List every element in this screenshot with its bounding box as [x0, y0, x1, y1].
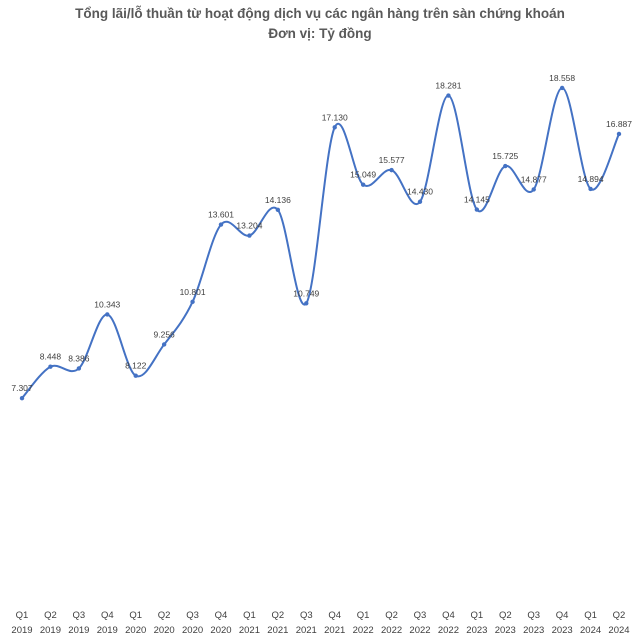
tick-label-quarter-3: Q3 — [73, 610, 86, 621]
tick-label-quarter-21: Q1 — [584, 610, 597, 621]
data-point-2 — [48, 364, 53, 369]
tick-label-year-19: 2023 — [523, 625, 544, 636]
data-point-19 — [531, 187, 536, 192]
data-label-14: 15.577 — [379, 155, 405, 165]
tick-label-quarter-6: Q2 — [158, 610, 171, 621]
tick-label-quarter-8: Q4 — [215, 610, 228, 621]
tick-label-year-11: 2021 — [296, 625, 317, 636]
data-point-1 — [19, 396, 25, 401]
tick-label-year-13: 2022 — [353, 625, 374, 636]
data-label-9: 13.204 — [236, 221, 262, 231]
data-label-15: 14.430 — [407, 187, 433, 197]
data-point-6 — [161, 342, 167, 347]
tick-label-year-5: 2020 — [125, 625, 146, 636]
data-label-20: 18.558 — [549, 73, 575, 83]
data-label-7: 10.801 — [180, 287, 206, 297]
tick-label-quarter-20: Q4 — [556, 610, 569, 621]
data-point-8 — [218, 222, 224, 227]
data-point-7 — [190, 299, 195, 305]
data-label-1: 7.307 — [11, 383, 33, 393]
tick-label-quarter-17: Q1 — [471, 610, 484, 621]
tick-label-year-10: 2021 — [267, 625, 288, 636]
data-label-4: 10.343 — [94, 299, 120, 309]
tick-label-quarter-9: Q1 — [243, 610, 256, 621]
data-label-12: 17.130 — [322, 112, 348, 122]
tick-label-quarter-10: Q2 — [272, 610, 285, 621]
data-point-5 — [133, 373, 138, 378]
tick-label-quarter-7: Q3 — [186, 610, 199, 621]
tick-label-quarter-11: Q3 — [300, 610, 313, 621]
data-point-21 — [588, 186, 593, 192]
tick-label-year-6: 2020 — [154, 625, 175, 636]
tick-label-quarter-1: Q1 — [16, 610, 29, 621]
data-point-3 — [76, 366, 82, 371]
series-line — [21, 86, 620, 399]
tick-label-quarter-19: Q3 — [527, 610, 540, 621]
data-label-11: 10.749 — [293, 288, 319, 298]
data-point-13 — [360, 182, 366, 187]
tick-label-year-8: 2020 — [210, 625, 231, 636]
data-label-13: 15.049 — [350, 170, 376, 180]
tick-label-year-20: 2023 — [552, 625, 573, 636]
tick-label-year-16: 2022 — [438, 625, 459, 636]
data-point-11 — [304, 301, 309, 306]
tick-label-quarter-4: Q4 — [101, 610, 114, 621]
data-label-18: 15.725 — [492, 151, 518, 161]
tick-label-year-3: 2019 — [68, 625, 89, 636]
tick-label-year-21: 2024 — [580, 625, 601, 636]
tick-label-year-12: 2021 — [324, 625, 345, 636]
tick-label-year-22: 2024 — [608, 625, 629, 636]
data-label-21: 14.894 — [578, 174, 604, 184]
data-label-10: 14.136 — [265, 195, 291, 205]
data-point-18 — [503, 163, 508, 169]
data-label-3: 8.386 — [68, 353, 90, 363]
tick-label-year-1: 2019 — [11, 625, 32, 636]
tick-label-quarter-13: Q1 — [357, 610, 370, 621]
tick-label-year-15: 2022 — [409, 625, 430, 636]
data-point-12 — [332, 125, 337, 130]
data-label-16: 18.281 — [435, 81, 461, 91]
chart-title: Tổng lãi/lỗ thuần từ hoạt động dịch vụ c… — [75, 6, 565, 21]
data-point-4 — [105, 312, 110, 317]
tick-label-quarter-15: Q3 — [414, 610, 427, 621]
data-label-22: 16.887 — [606, 119, 632, 129]
data-point-16 — [446, 93, 451, 98]
tick-label-year-14: 2022 — [381, 625, 402, 636]
data-point-9 — [247, 233, 252, 238]
chart-subtitle: Đơn vị: Tỷ đồng — [268, 26, 372, 41]
data-point-20 — [559, 85, 565, 91]
tick-label-quarter-2: Q2 — [44, 610, 57, 621]
data-point-14 — [389, 167, 394, 173]
data-label-5: 8.122 — [125, 361, 147, 371]
data-point-22 — [616, 131, 622, 137]
tick-label-quarter-12: Q4 — [328, 610, 341, 621]
tick-label-year-9: 2021 — [239, 625, 260, 636]
data-label-2: 8.448 — [40, 352, 62, 362]
data-labels: 7.307 8.448 8.386 10.343 8.122 9.256 10.801 13.… — [11, 73, 632, 393]
tick-label-quarter-5: Q1 — [129, 610, 142, 621]
data-label-17: 14.145 — [464, 195, 490, 205]
tick-label-year-2: 2019 — [40, 625, 61, 636]
data-point-17 — [474, 207, 480, 212]
tick-label-year-7: 2020 — [182, 625, 203, 636]
data-label-8: 13.601 — [208, 210, 234, 220]
tick-label-year-18: 2023 — [495, 625, 516, 636]
data-label-6: 9.256 — [154, 329, 176, 339]
tick-label-quarter-18: Q2 — [499, 610, 512, 621]
tick-label-year-17: 2023 — [466, 625, 487, 636]
x-axis-ticks: Q1 2019 Q2 2019 Q3 2019 Q4 2019 Q1 2020 Q2 2020 Q3 20… — [11, 610, 629, 636]
tick-label-year-4: 2019 — [97, 625, 118, 636]
tick-label-quarter-22: Q2 — [613, 610, 626, 621]
data-point-15 — [417, 199, 423, 204]
tick-label-quarter-16: Q4 — [442, 610, 455, 621]
data-label-19: 14.877 — [521, 174, 547, 184]
chart-title-block: Tổng lãi/lỗ thuần từ hoạt động dịch vụ c… — [0, 4, 640, 44]
data-points — [19, 85, 622, 401]
data-point-10 — [275, 207, 281, 213]
tick-label-quarter-14: Q2 — [385, 610, 398, 621]
